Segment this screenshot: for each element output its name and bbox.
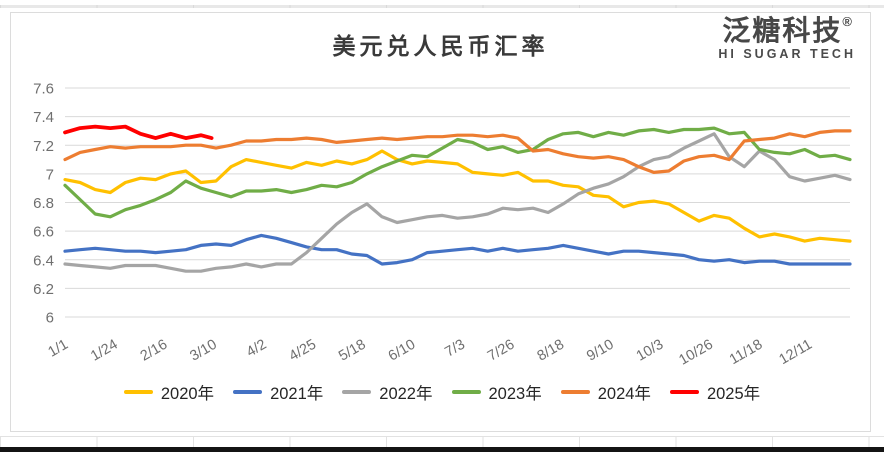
legend-label: 2025年 bbox=[706, 385, 761, 403]
legend-swatch-icon bbox=[669, 390, 699, 394]
series-line-2021[interactable] bbox=[63, 233, 852, 266]
chart-title: 美元兑人民币汇率 bbox=[332, 33, 549, 60]
y-axis-tick-label: 6.6 bbox=[33, 224, 54, 241]
series-line-2020[interactable] bbox=[63, 149, 852, 243]
y-axis-tick-label: 7 bbox=[46, 166, 54, 183]
legend-swatch-icon bbox=[123, 390, 153, 394]
x-axis-tick-label: 10/3 bbox=[634, 337, 666, 365]
x-axis-tick-label: 3/10 bbox=[187, 337, 219, 365]
legend-item-2020[interactable]: 2020年 bbox=[123, 380, 215, 404]
x-axis-tick-label: 1/1 bbox=[46, 337, 71, 361]
legend-swatch-icon bbox=[451, 390, 481, 394]
brand-logo: 泛糖科技® HI SUGAR TECH bbox=[718, 15, 856, 62]
legend-label: 2022年 bbox=[379, 385, 433, 403]
legend-item-2021[interactable]: 2021年 bbox=[233, 380, 323, 404]
x-axis-tick-label: 1/24 bbox=[88, 337, 120, 365]
x-axis-tick-label: 11/18 bbox=[727, 337, 766, 368]
x-axis-tick-label: 8/18 bbox=[535, 337, 567, 365]
y-axis-tick-label: 7.6 bbox=[33, 81, 54, 98]
series-line-2025[interactable] bbox=[63, 124, 214, 141]
x-axis-tick-label: 7/3 bbox=[442, 337, 467, 361]
legend-swatch-icon bbox=[342, 390, 372, 394]
legend-swatch-icon bbox=[560, 390, 590, 394]
legend-label: 2023年 bbox=[488, 385, 542, 403]
x-axis-tick-label: 10/26 bbox=[676, 337, 715, 369]
y-axis-tick-label: 6 bbox=[46, 310, 54, 327]
chart-canvas[interactable]: 美元兑人民币汇率 泛糖科技® HI SUGAR TECH bbox=[10, 12, 871, 432]
legend-item-2023[interactable]: 2023年 bbox=[451, 380, 542, 404]
spreadsheet-top-gridline bbox=[0, 5, 884, 8]
legend-swatch-icon bbox=[233, 390, 263, 394]
series-line-2023[interactable] bbox=[63, 126, 852, 219]
legend-label: 2020年 bbox=[160, 385, 215, 403]
y-axis-tick-label: 6.4 bbox=[33, 252, 54, 269]
bottom-border-bar bbox=[0, 447, 884, 452]
series-line-2022[interactable] bbox=[63, 132, 852, 273]
x-axis-tick-label: 12/11 bbox=[777, 337, 816, 368]
chart-legend: 2020年 2021年 2022年 2023年 2024年 2025年 bbox=[0, 380, 884, 404]
y-axis-tick-label: 7.4 bbox=[33, 109, 54, 126]
y-axis-tick-label: 7.2 bbox=[33, 138, 54, 155]
x-axis-tick-label: 4/2 bbox=[244, 337, 269, 361]
brand-name: 泛糖科技® bbox=[722, 14, 852, 46]
series-line-2024[interactable] bbox=[63, 129, 852, 174]
legend-label: 2021年 bbox=[270, 385, 324, 403]
x-axis-tick-label: 4/25 bbox=[287, 337, 319, 365]
x-axis-tick-label: 7/26 bbox=[485, 337, 517, 365]
x-axis-tick-label: 2/16 bbox=[138, 337, 170, 365]
legend-item-2025[interactable]: 2025年 bbox=[669, 380, 761, 404]
legend-label: 2024年 bbox=[597, 385, 651, 403]
brand-subtitle: HI SUGAR TECH bbox=[718, 47, 856, 62]
registered-trademark-icon: ® bbox=[842, 14, 852, 29]
x-axis-tick-label: 5/18 bbox=[336, 337, 368, 365]
x-axis-tick-label: 9/10 bbox=[584, 337, 616, 365]
legend-item-2022[interactable]: 2022年 bbox=[342, 380, 433, 404]
x-axis-tick-label: 6/10 bbox=[386, 337, 418, 365]
legend-item-2024[interactable]: 2024年 bbox=[560, 380, 651, 404]
y-axis-tick-label: 6.8 bbox=[33, 195, 54, 212]
y-axis-tick-label: 6.2 bbox=[33, 281, 54, 298]
